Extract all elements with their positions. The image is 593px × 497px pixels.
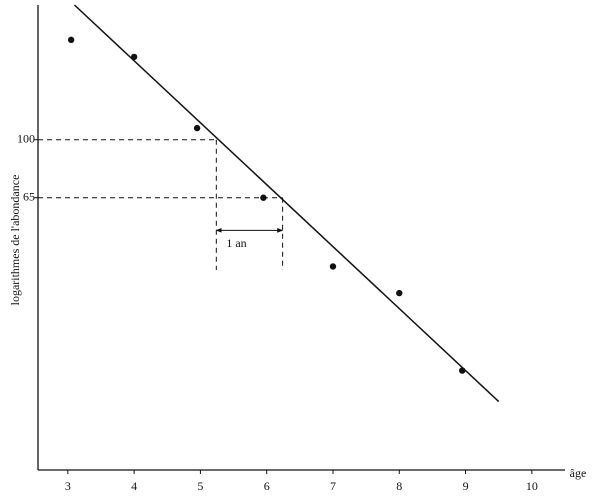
x-tick-label: 5 bbox=[197, 479, 203, 493]
x-tick-label: 7 bbox=[330, 479, 336, 493]
point bbox=[396, 289, 403, 297]
point bbox=[459, 367, 466, 374]
x-tick-label: 9 bbox=[463, 479, 469, 493]
x-tick-label: 4 bbox=[131, 479, 137, 493]
y-tick-label: 100 bbox=[17, 131, 35, 145]
fit-line bbox=[73, 4, 500, 403]
x-axis-label: âge bbox=[570, 466, 587, 480]
y-tick-label: 65 bbox=[23, 189, 35, 203]
x-tick-label: 10 bbox=[526, 479, 538, 493]
annotation: 1 an bbox=[226, 236, 246, 250]
point bbox=[130, 53, 138, 61]
x-tick-label: 8 bbox=[396, 479, 402, 493]
point bbox=[329, 263, 337, 270]
x-tick-label: 3 bbox=[65, 479, 71, 493]
point bbox=[67, 36, 75, 44]
point bbox=[193, 124, 201, 132]
x-tick-label: 6 bbox=[264, 479, 270, 493]
y-axis-label: logarithmes de l'abondance bbox=[8, 175, 22, 306]
point bbox=[260, 194, 267, 201]
